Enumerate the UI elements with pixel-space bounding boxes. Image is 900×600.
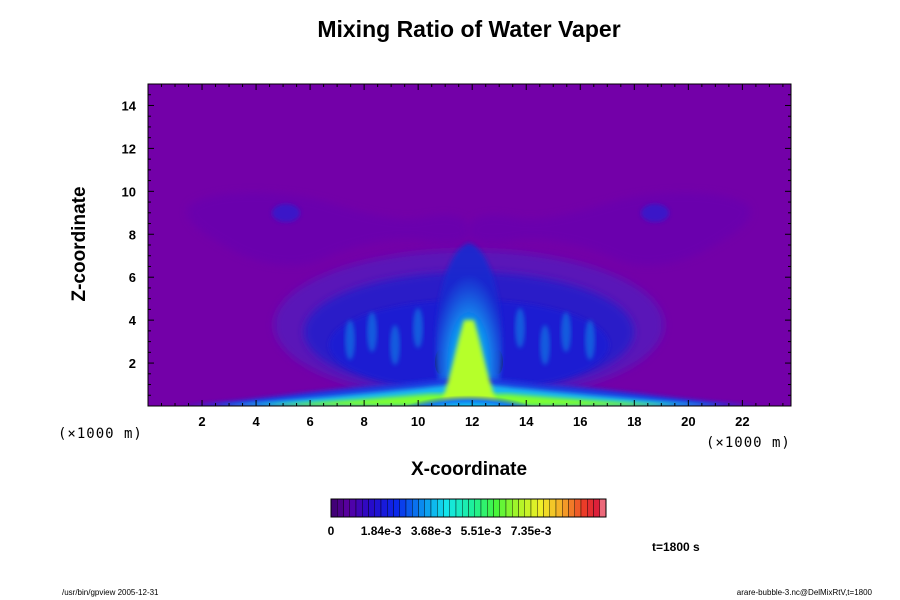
x-tick-label: 14 xyxy=(519,414,534,429)
colorbar-cell xyxy=(449,498,457,518)
y-tick-label: 10 xyxy=(122,184,136,199)
x-tick-label: 18 xyxy=(627,414,641,429)
footer-source: arare-bubble-3.nc@DelMixRtV,t=1800 xyxy=(736,588,872,597)
y-tick-label: 14 xyxy=(122,98,137,113)
colorbar-cell xyxy=(537,498,544,518)
colorbar: 0 1.84e-3 3.68e-3 5.51e-3 7.35e-3 xyxy=(328,498,607,538)
colorbar-cell xyxy=(574,498,582,518)
colorbar-cell xyxy=(393,498,400,518)
x-tick-label: 2 xyxy=(198,414,205,429)
upper-wing-right xyxy=(468,192,751,266)
colorbar-cell xyxy=(330,498,338,518)
colorbar-cell xyxy=(580,498,588,518)
colorbar-cell xyxy=(337,498,344,518)
colorbar-cell xyxy=(380,498,388,518)
colorbar-label: 5.51e-3 xyxy=(461,524,502,538)
convective-cell xyxy=(585,320,595,360)
y-tick-label: 4 xyxy=(129,313,137,328)
footer-command: /usr/bin/gpview 2005-12-31 xyxy=(62,588,159,597)
convective-cell xyxy=(515,308,525,348)
colorbar-cell xyxy=(405,498,413,518)
colorbar-frame xyxy=(330,498,607,518)
x-tick-label: 16 xyxy=(573,414,587,429)
y-tick-label: 6 xyxy=(129,270,136,285)
colorbar-cell xyxy=(462,498,469,518)
colorbar-cell xyxy=(487,498,494,518)
colorbar-cell xyxy=(599,498,607,518)
y-tick-label: 8 xyxy=(129,227,136,242)
colorbar-cell xyxy=(443,498,450,518)
colorbar-cell xyxy=(412,498,419,518)
colorbar-cell xyxy=(349,498,357,518)
x-tick-label: 6 xyxy=(306,414,313,429)
colorbar-cell xyxy=(593,498,600,518)
colorbar-cell xyxy=(555,498,563,518)
colorbar-label: 7.35e-3 xyxy=(511,524,552,538)
colorbar-cell xyxy=(524,498,532,518)
x-axis-unit: (×1000 m) xyxy=(706,435,791,451)
colorbar-cell xyxy=(480,498,488,518)
x-tick-label: 8 xyxy=(361,414,368,429)
colorbar-cell xyxy=(530,498,538,518)
vortex-left xyxy=(272,204,300,222)
colorbar-cell xyxy=(430,498,438,518)
colorbar-cell xyxy=(587,498,594,518)
colorbar-cell xyxy=(543,498,550,518)
colorbar-cell xyxy=(355,498,363,518)
colorbar-label: 3.68e-3 xyxy=(411,524,452,538)
y-axis-unit: (×1000 m) xyxy=(58,426,143,442)
colorbar-cell xyxy=(468,498,475,518)
colorbar-cell xyxy=(493,498,500,518)
heatmap-field xyxy=(148,84,791,406)
convective-cell xyxy=(345,320,355,360)
colorbar-cell xyxy=(499,498,507,518)
colorbar-cell xyxy=(505,498,513,518)
colorbar-cell xyxy=(455,498,463,518)
chart-title: Mixing Ratio of Water Vaper xyxy=(317,16,621,42)
upper-wing-left xyxy=(187,192,470,266)
x-tick-label: 20 xyxy=(681,414,695,429)
colorbar-cell xyxy=(343,498,350,518)
colorbar-cell xyxy=(387,498,394,518)
colorbar-cell xyxy=(562,498,569,518)
convective-cell xyxy=(540,325,550,365)
colorbar-cell xyxy=(568,498,575,518)
y-tick-label: 2 xyxy=(129,356,136,371)
x-tick-label: 10 xyxy=(411,414,425,429)
colorbar-cell xyxy=(374,498,382,518)
x-axis-label: X-coordinate xyxy=(410,459,528,480)
colorbar-cell xyxy=(518,498,525,518)
colorbar-cell xyxy=(474,498,482,518)
x-tick-label: 12 xyxy=(465,414,479,429)
colorbar-cell xyxy=(512,498,519,518)
x-tick-label: 22 xyxy=(735,414,749,429)
surface-core xyxy=(399,376,539,406)
colorbar-cell xyxy=(418,498,425,518)
colorbar-cell xyxy=(437,498,444,518)
convective-cell xyxy=(561,312,571,352)
convective-cell xyxy=(390,325,400,365)
y-tick-label: 12 xyxy=(122,141,136,156)
colorbar-cell xyxy=(424,498,432,518)
convective-cell xyxy=(413,308,423,348)
time-label: t=1800 s xyxy=(652,540,700,554)
colorbar-cell xyxy=(399,498,407,518)
convective-cell xyxy=(367,312,377,352)
colorbar-label: 0 xyxy=(328,524,335,538)
colorbar-cell xyxy=(362,498,369,518)
vortex-right xyxy=(641,204,669,222)
x-tick-label: 4 xyxy=(252,414,260,429)
colorbar-cell xyxy=(368,498,375,518)
colorbar-label: 1.84e-3 xyxy=(361,524,402,538)
colorbar-cell xyxy=(549,498,557,518)
